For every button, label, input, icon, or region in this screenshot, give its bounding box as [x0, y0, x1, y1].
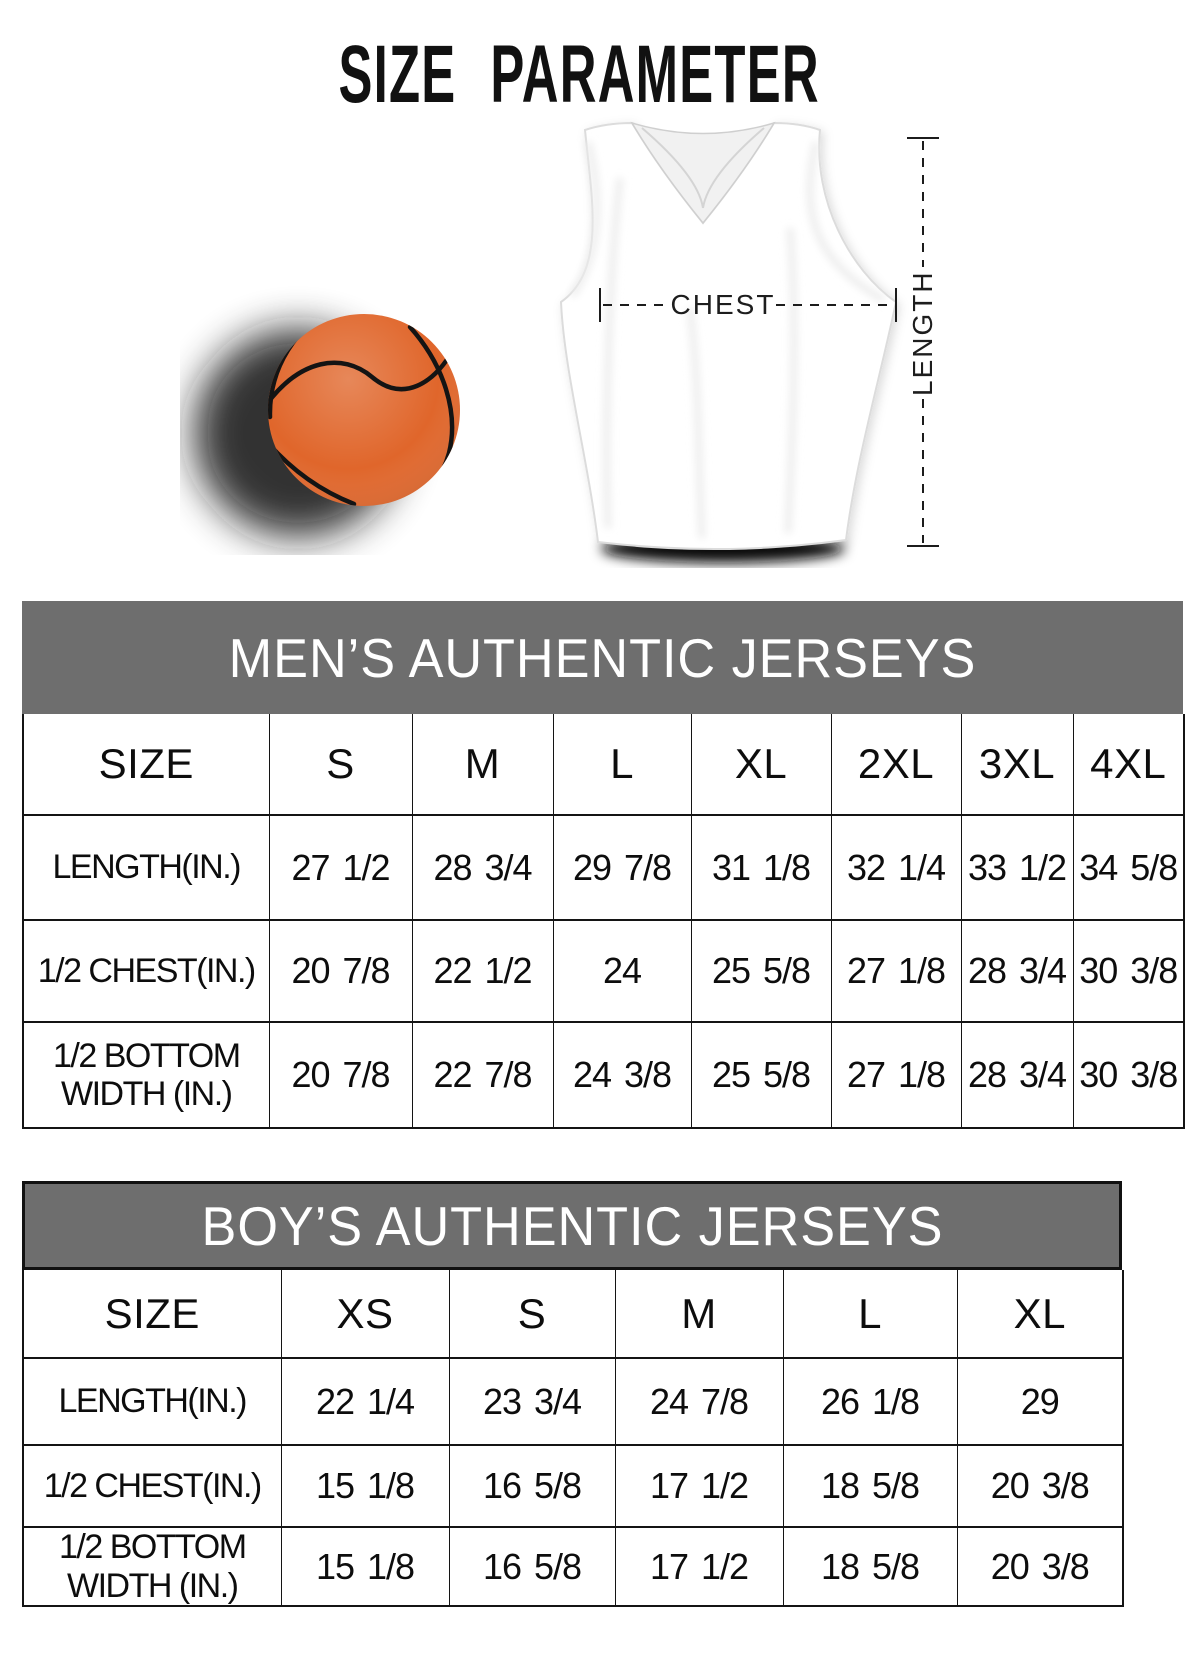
boys-section: BOY’S AUTHENTIC JERSEYS SIZE XS S M L XL…: [22, 1181, 1124, 1607]
value-cell: 25 5/8: [690, 1021, 832, 1129]
value-cell: 20 7/8: [268, 919, 413, 1023]
boys-bottom-width-row: 1/2 BOTTOM WIDTH (IN.) 15 1/8 16 5/8 17 1…: [22, 1526, 1124, 1607]
value-cell: 15 1/8: [280, 1444, 450, 1528]
chest-tick-right: [895, 288, 897, 322]
row-label-cell: 1/2 BOTTOM WIDTH (IN.): [22, 1526, 282, 1607]
mens-size-table: SIZE S M L XL 2XL 3XL 4XL LENGTH(IN.) 27…: [22, 714, 1185, 1129]
value-cell: 27 1/8: [830, 1021, 962, 1129]
boys-chest-row: 1/2 CHEST(IN.) 15 1/8 16 5/8 17 1/2 18 5…: [22, 1444, 1124, 1528]
value-cell: 20 3/8: [956, 1444, 1124, 1528]
value-cell: 16 5/8: [448, 1526, 616, 1607]
value-cell: 25 5/8: [690, 919, 832, 1023]
length-tick-top: [907, 137, 939, 139]
mens-length-row: LENGTH(IN.) 27 1/2 28 3/4 29 7/8 31 1/8 …: [22, 814, 1185, 921]
boys-size-header-cell: SIZE: [22, 1270, 282, 1359]
basketball-image: [194, 314, 460, 537]
boys-length-row: LENGTH(IN.) 22 1/4 23 3/4 24 7/8 26 1/8 …: [22, 1357, 1124, 1446]
value-cell: 33 1/2: [960, 814, 1074, 921]
mens-size-col-m: M: [411, 714, 554, 816]
chest-label: CHEST: [670, 289, 776, 320]
chest-dash-right: [776, 304, 895, 306]
boys-size-col-xs: XS: [280, 1270, 450, 1359]
page-title-text: SIZE PARAMETER: [338, 29, 820, 120]
value-cell: 26 1/8: [782, 1357, 958, 1446]
length-label: LENGTH: [907, 270, 938, 396]
jersey-neck-opening: [630, 121, 776, 225]
mens-banner-text: MEN’S AUTHENTIC JERSEYS: [228, 626, 977, 689]
value-cell: 20 3/8: [956, 1526, 1124, 1607]
mens-size-col-3xl: 3XL: [960, 714, 1074, 816]
value-cell: 15 1/8: [280, 1526, 450, 1607]
value-cell: 16 5/8: [448, 1444, 616, 1528]
row-label-cell: LENGTH(IN.): [22, 1357, 282, 1446]
value-cell: 20 7/8: [268, 1021, 413, 1129]
mens-size-col-xl: XL: [690, 714, 832, 816]
boys-size-table: SIZE XS S M L XL LENGTH(IN.) 22 1/4 23 3…: [22, 1270, 1124, 1607]
page-title: SIZE PARAMETER: [0, 28, 1200, 122]
value-cell: 27 1/2: [268, 814, 413, 921]
mens-size-header-row: SIZE S M L XL 2XL 3XL 4XL: [22, 714, 1185, 816]
boys-size-header-row: SIZE XS S M L XL: [22, 1270, 1124, 1359]
row-label-cell: LENGTH(IN.): [22, 814, 270, 921]
mens-size-col-s: S: [268, 714, 413, 816]
value-cell: 28 3/4: [960, 1021, 1074, 1129]
value-cell: 28 3/4: [411, 814, 554, 921]
boys-size-col-l: L: [782, 1270, 958, 1359]
value-cell: 24 3/8: [552, 1021, 692, 1129]
value-cell: 29: [956, 1357, 1124, 1446]
mens-size-col-4xl: 4XL: [1072, 714, 1185, 816]
chest-dash-left: [603, 304, 665, 306]
value-cell: 31 1/8: [690, 814, 832, 921]
value-cell: 28 3/4: [960, 919, 1074, 1023]
row-label-cell: 1/2 CHEST(IN.): [22, 1444, 282, 1528]
length-tick-bottom: [907, 545, 939, 547]
mens-size-col-l: L: [552, 714, 692, 816]
value-cell: 30 3/8: [1072, 1021, 1185, 1129]
boys-size-col-m: M: [614, 1270, 784, 1359]
boys-banner-text: BOY’S AUTHENTIC JERSEYS: [201, 1194, 943, 1257]
length-dash-top: [922, 141, 924, 267]
value-cell: 17 1/2: [614, 1444, 784, 1528]
boys-size-col-s: S: [448, 1270, 616, 1359]
value-cell: 27 1/8: [830, 919, 962, 1023]
mens-chest-row: 1/2 CHEST(IN.) 20 7/8 22 1/2 24 25 5/8 2…: [22, 919, 1185, 1023]
jersey-image: [559, 121, 898, 563]
boys-size-col-xl: XL: [956, 1270, 1124, 1359]
value-cell: 32 1/4: [830, 814, 962, 921]
boys-banner: BOY’S AUTHENTIC JERSEYS: [22, 1181, 1122, 1270]
mens-bottom-width-row: 1/2 BOTTOM WIDTH (IN.) 20 7/8 22 7/8 24 3…: [22, 1021, 1185, 1129]
mens-size-header-cell: SIZE: [22, 714, 270, 816]
value-cell: 22 1/2: [411, 919, 554, 1023]
mens-size-col-2xl: 2XL: [830, 714, 962, 816]
chest-tick-left: [599, 288, 601, 322]
value-cell: 23 3/4: [448, 1357, 616, 1446]
value-cell: 17 1/2: [614, 1526, 784, 1607]
length-dash-bottom: [922, 399, 924, 543]
mens-banner: MEN’S AUTHENTIC JERSEYS: [22, 601, 1183, 714]
jersey-folds: [569, 141, 886, 539]
value-cell: 18 5/8: [782, 1526, 958, 1607]
value-cell: 29 7/8: [552, 814, 692, 921]
mens-section: MEN’S AUTHENTIC JERSEYS SIZE S M L XL 2X…: [22, 601, 1185, 1129]
row-label-cell: 1/2 BOTTOM WIDTH (IN.): [22, 1021, 270, 1129]
value-cell: 30 3/8: [1072, 919, 1185, 1023]
value-cell: 34 5/8: [1072, 814, 1185, 921]
value-cell: 22 1/4: [280, 1357, 450, 1446]
jersey-collar-band: [641, 127, 765, 209]
value-cell: 22 7/8: [411, 1021, 554, 1129]
value-cell: 24: [552, 919, 692, 1023]
value-cell: 18 5/8: [782, 1444, 958, 1528]
row-label-cell: 1/2 CHEST(IN.): [22, 919, 270, 1023]
value-cell: 24 7/8: [614, 1357, 784, 1446]
